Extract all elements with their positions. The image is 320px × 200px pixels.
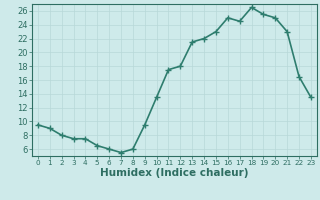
X-axis label: Humidex (Indice chaleur): Humidex (Indice chaleur) — [100, 168, 249, 178]
